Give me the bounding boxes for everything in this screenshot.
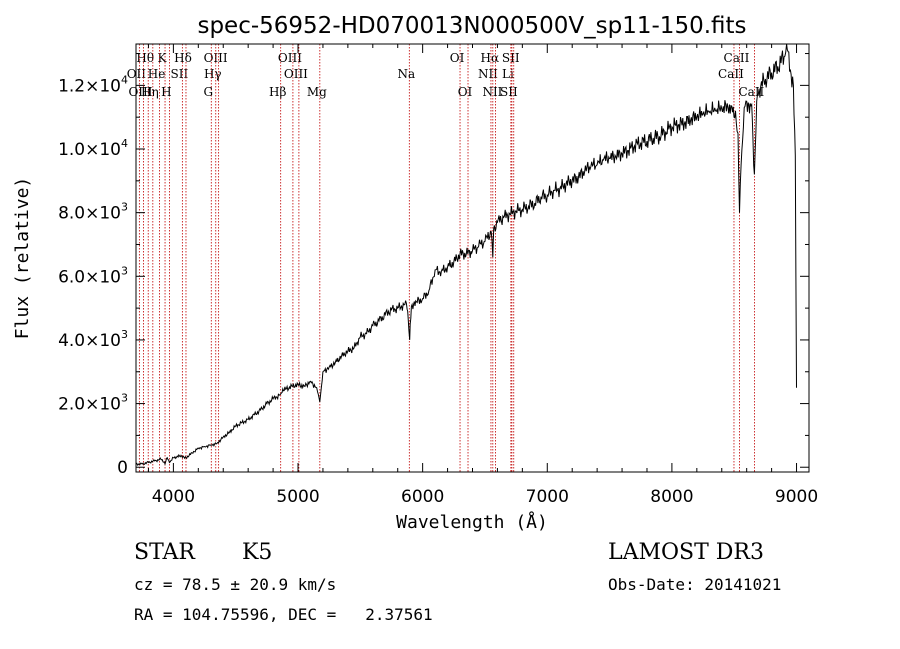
x-tick-label: 9000 [775,487,818,507]
x-tick-label: 4000 [152,487,195,507]
x-tick-label: 8000 [650,487,693,507]
spectral-line-label: OI [450,51,465,65]
redshift-velocity: cz = 78.5 ± 20.9 km/s [134,575,337,594]
y-tick-label: 1.0×104 [58,137,128,160]
spectral-line-label: Hθ [136,51,154,65]
spectral-line-label: Hβ [269,85,286,99]
spectral-line-label: OIII [128,85,152,99]
object-subclass: K5 [242,540,273,565]
spectral-line-label: Li [502,67,514,81]
y-axis-label: Flux (relative) [12,177,33,340]
spectral-line-label: SII [500,85,518,99]
spectral-line-label: CaII [718,67,744,81]
spectral-line-label: NII [482,85,502,99]
spectral-line-label: Hη [141,85,159,99]
spectral-line-label: Na [397,67,415,81]
spectral-line-label: OI [458,85,473,99]
spectral-line-label: CaII [738,85,764,99]
x-tick-label: 5000 [276,487,319,507]
object-class: STAR [134,540,195,565]
y-tick-label: 8.0×103 [58,201,128,224]
spectral-line-label: OIII [284,67,308,81]
plot-frame [135,43,810,473]
x-tick-label: 7000 [526,487,569,507]
y-tick-label: 4.0×103 [58,328,128,351]
spectral-line-label: Hγ [204,67,222,81]
y-tick-label: 2.0×103 [58,392,128,415]
y-tick-label: 0 [117,458,128,478]
spectral-line-label: K [158,51,168,65]
spectral-line-label: SII [502,51,520,65]
spectrum-line [135,43,797,466]
x-tick-label: 6000 [401,487,444,507]
spectral-line-label: OIII [278,51,302,65]
spectral-line-label: Hδ [174,51,192,65]
axis-ticks: 4000 5000 6000 7000 8000 9000 0 2.0×103 4.0×103 6… [58,44,818,507]
survey-name: LAMOST DR3 [608,540,764,565]
chart-title: spec-56952-HD070013N000500V_sp11-150.fit… [197,13,746,39]
spectrum-series [135,43,797,466]
y-tick-label: 6.0×103 [58,264,128,287]
y-tick-label: 1.2×104 [58,73,128,96]
spectral-line-label: H [161,85,171,99]
coordinates: RA = 104.75596, DEC = 2.37561 [134,605,433,624]
spectral-line-label: OIII [204,51,228,65]
spectral-line-label: NII [478,67,498,81]
spectral-line-label: SII [171,67,189,81]
spectral-line-label: G [203,85,213,99]
x-axis-label: Wavelength (Å) [396,511,548,533]
spectral-line-label: CaII [724,51,750,65]
observation-date: Obs-Date: 20141021 [608,575,782,594]
spectral-line-label: He [148,67,166,81]
spectral-line-label: Hα [481,51,500,65]
spectral-line-label: Mg [307,85,327,99]
